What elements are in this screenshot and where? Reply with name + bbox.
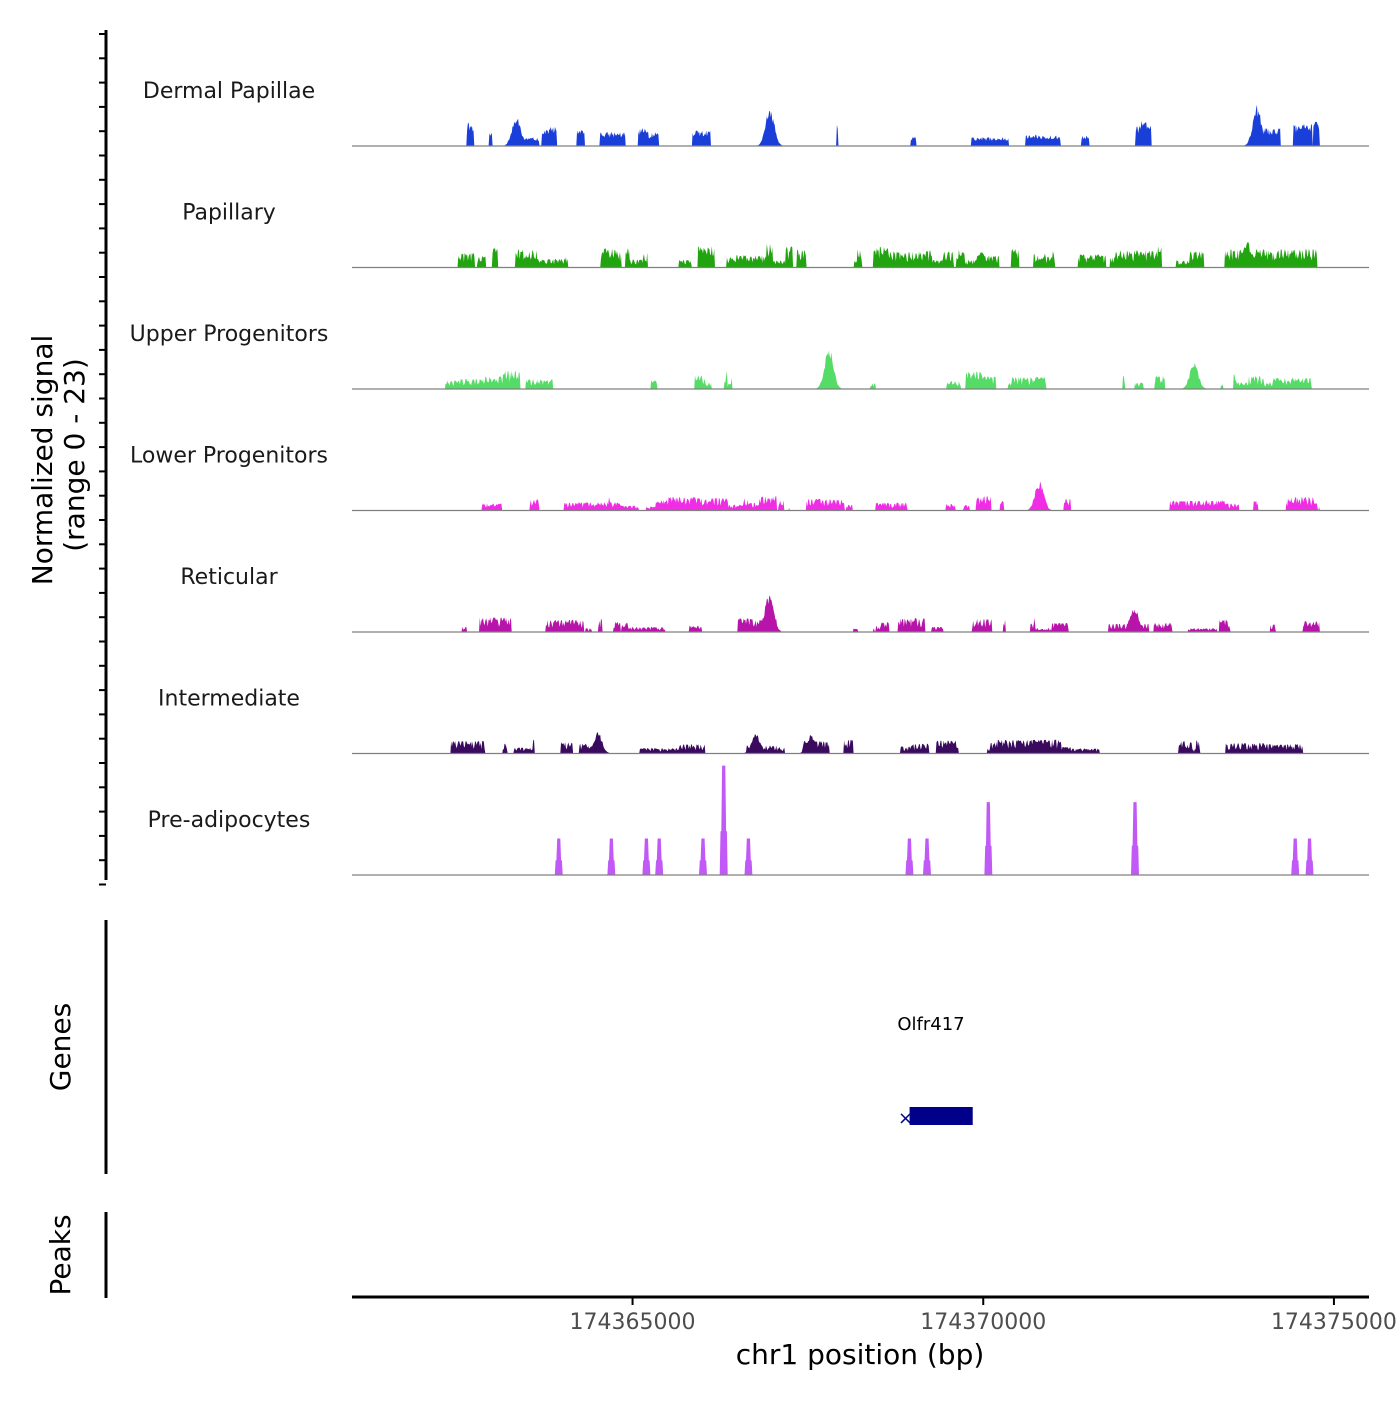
y-axis-title-line2: (range 0 - 23) — [58, 358, 91, 552]
track-signal — [443, 765, 1320, 875]
track-signal — [443, 241, 1320, 268]
x-axis-ticks: 174365000 174370000 174375000 — [570, 1297, 1397, 1335]
track-dermal-papillae: Dermal Papillae — [143, 79, 1369, 147]
gene-body — [909, 1107, 973, 1125]
track-label: Reticular — [180, 565, 278, 590]
y-axis-title-line1: Normalized signal — [26, 335, 59, 586]
x-tick-label: 174375000 — [1271, 1310, 1397, 1335]
track-signal — [443, 481, 1320, 511]
track-signal — [443, 732, 1320, 754]
track-label: Upper Progenitors — [130, 322, 329, 347]
gene-strand-marker: × — [898, 1108, 913, 1129]
track-signal — [443, 350, 1320, 389]
track-reticular: Reticular — [180, 565, 1369, 633]
track-papillary: Papillary — [182, 201, 1369, 269]
track-label: Dermal Papillae — [143, 79, 315, 104]
track-signal — [443, 596, 1320, 632]
track-lower-progenitors: Lower Progenitors — [130, 444, 1369, 512]
y-axis-title: Normalized signal (range 0 - 23) — [26, 335, 91, 586]
track-signal — [443, 104, 1320, 146]
x-tick-label: 174365000 — [570, 1310, 696, 1335]
signal-y-ticks — [99, 33, 106, 886]
track-label: Pre-adipocytes — [148, 808, 311, 833]
track-label: Papillary — [182, 201, 276, 226]
track-intermediate: Intermediate — [158, 687, 1369, 755]
peaks-panel-label: Peaks — [44, 1214, 77, 1295]
x-tick-label: 174370000 — [920, 1310, 1046, 1335]
track-label: Intermediate — [158, 687, 300, 712]
signal-tracks: Dermal Papillae Papillary Upper Progenitor… — [130, 79, 1369, 876]
gene-label: Olfr417 — [897, 1014, 964, 1035]
track-pre-adipocytes: Pre-adipocytes — [148, 765, 1369, 876]
track-upper-progenitors: Upper Progenitors — [130, 322, 1369, 390]
track-label: Lower Progenitors — [130, 444, 328, 469]
genes-panel-label: Genes — [44, 1003, 77, 1091]
x-axis-title: chr1 position (bp) — [736, 1338, 985, 1371]
gene-annotations: Olfr417 × — [897, 1014, 973, 1129]
